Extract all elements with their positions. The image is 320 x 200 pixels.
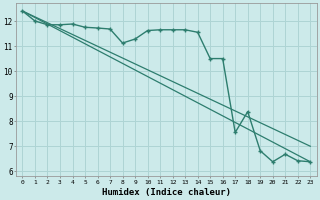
- X-axis label: Humidex (Indice chaleur): Humidex (Indice chaleur): [102, 188, 231, 197]
